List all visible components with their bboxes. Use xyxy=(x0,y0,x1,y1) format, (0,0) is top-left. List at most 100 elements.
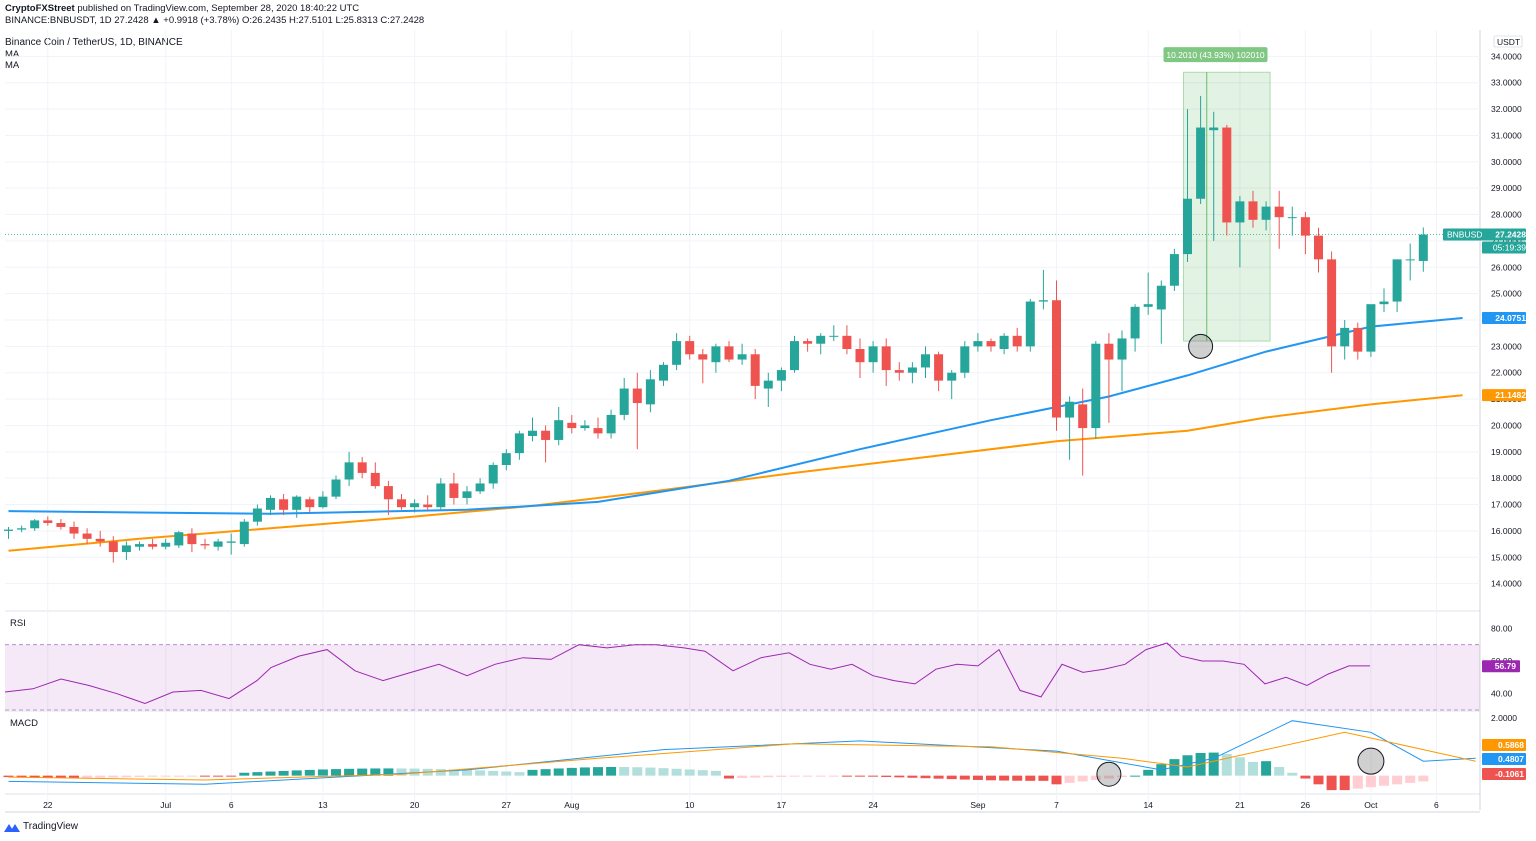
macd-histogram-bar xyxy=(750,775,761,778)
macd-histogram-bar xyxy=(1182,755,1193,776)
price-tick-label: 23.0000 xyxy=(1491,341,1522,351)
time-tick-label: 21 xyxy=(1235,800,1245,810)
symbol-legend[interactable]: Binance Coin / TetherUS, 1D, BINANCE xyxy=(5,37,183,48)
candle-body xyxy=(1392,259,1402,302)
macd-histogram-bar xyxy=(514,772,525,776)
macd-histogram-bar xyxy=(29,775,40,778)
macd-tick-label: 2.0000 xyxy=(1491,713,1517,723)
macd-value-label: 0.4807 xyxy=(1498,754,1524,764)
candle-body xyxy=(698,354,708,360)
macd-histogram-bar xyxy=(959,775,970,780)
macd-histogram-bar xyxy=(317,769,328,776)
macd-histogram-bar xyxy=(1064,775,1075,783)
macd-histogram-bar xyxy=(383,768,394,776)
candle-body xyxy=(1353,327,1363,352)
macd-highlight-circle xyxy=(1357,747,1385,775)
ma-slow-line xyxy=(8,394,1463,552)
macd-histogram-bar xyxy=(357,768,368,776)
candle-body xyxy=(318,496,328,508)
time-tick-label: 14 xyxy=(1143,800,1153,810)
macd-histogram-bar xyxy=(1221,754,1232,776)
price-tick-label: 18.0000 xyxy=(1491,473,1522,483)
macd-histogram-bar xyxy=(1261,761,1272,776)
candle-body xyxy=(56,523,66,527)
macd-histogram-bar xyxy=(1274,766,1285,776)
macd-histogram-bar xyxy=(1012,775,1023,781)
candle-body xyxy=(816,335,826,344)
candle-body xyxy=(423,504,433,508)
candle-body xyxy=(645,379,655,405)
candle-body xyxy=(1025,301,1035,347)
macd-histogram-bar xyxy=(645,767,656,776)
macd-histogram-bar xyxy=(501,771,512,776)
candle-body xyxy=(95,538,105,542)
price-tick-label: 33.0000 xyxy=(1491,78,1522,88)
candle-body xyxy=(528,430,537,436)
candle-body xyxy=(121,545,131,552)
candle-body xyxy=(1274,206,1284,218)
macd-histogram-bar xyxy=(1077,775,1088,782)
ohlc-line: BINANCE:BNBUSDT, 1D 27.2428 ▲ +0.9918 (+… xyxy=(5,15,425,26)
macd-value-bg xyxy=(1482,768,1526,780)
candle-body xyxy=(279,499,289,510)
candle-body xyxy=(921,354,930,368)
ma-slow-legend[interactable]: MA xyxy=(5,60,20,71)
candle-body xyxy=(1327,259,1337,347)
candle-body xyxy=(947,372,957,381)
candle-body xyxy=(855,349,865,363)
candle-body xyxy=(514,433,524,454)
macd-histogram-bar xyxy=(1379,775,1389,786)
tradingview-logo[interactable]: TradingView xyxy=(4,821,78,832)
candle-body xyxy=(4,529,13,531)
publish-text: published on TradingView.com, September … xyxy=(77,3,360,14)
price-tick-label: 17.0000 xyxy=(1491,500,1522,510)
time-tick-label: Aug xyxy=(564,800,579,810)
macd-histogram-bar xyxy=(1352,775,1363,789)
macd-histogram-bar xyxy=(776,775,787,777)
macd-histogram-bar xyxy=(697,770,708,776)
macd-histogram-bar xyxy=(16,775,27,778)
price-tick-label: 30.0000 xyxy=(1491,157,1522,167)
macd-histogram-bar xyxy=(1143,769,1154,776)
price-tick-label: 15.0000 xyxy=(1491,552,1522,562)
candle-body xyxy=(1300,217,1310,236)
macd-histogram-bar xyxy=(1025,775,1036,781)
macd-title: MACD xyxy=(10,718,38,729)
rsi-last-bg xyxy=(1482,660,1520,673)
ma-slow-badge: 21.1482 xyxy=(1495,390,1526,400)
price-tick-label: 16.0000 xyxy=(1491,526,1522,536)
candle-body xyxy=(1379,301,1389,305)
candle-body xyxy=(436,483,446,508)
macd-histogram-bar xyxy=(1117,775,1127,778)
macd-histogram-bar xyxy=(55,775,66,778)
candle-body xyxy=(1117,338,1127,360)
macd-histogram-bar xyxy=(173,775,184,777)
candle-body xyxy=(632,388,642,404)
macd-histogram-bar xyxy=(907,775,918,778)
candle-body xyxy=(200,544,210,546)
candle-body xyxy=(187,533,197,545)
candle-body xyxy=(135,544,144,547)
macd-histogram-bar xyxy=(370,768,381,776)
macd-histogram-bar xyxy=(95,775,106,778)
candle-body xyxy=(986,341,996,347)
macd-histogram-bar xyxy=(1051,775,1062,785)
candle-body xyxy=(108,541,118,552)
candle-body xyxy=(803,341,813,344)
publisher-name[interactable]: CryptoFXStreet xyxy=(5,3,75,14)
candle-body xyxy=(1196,127,1206,199)
macd-histogram-bar xyxy=(488,770,499,776)
candle-body xyxy=(541,430,551,440)
macd-highlight-circle xyxy=(1096,761,1122,787)
symbol-tag-bg xyxy=(1443,228,1483,241)
candle-body xyxy=(449,483,459,498)
macd-histogram-bar xyxy=(3,775,14,778)
candle-body xyxy=(894,370,904,373)
ma-fast-legend[interactable]: MA xyxy=(5,49,20,60)
candle-body xyxy=(1183,198,1192,255)
candle-body xyxy=(1065,401,1075,418)
tradingview-icon xyxy=(4,822,20,832)
candle-body xyxy=(226,541,236,543)
macd-histogram-bar xyxy=(239,772,250,776)
